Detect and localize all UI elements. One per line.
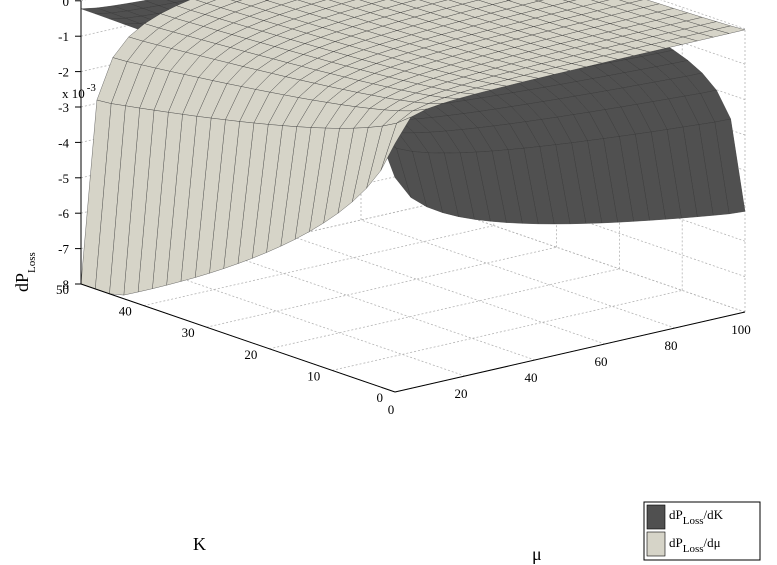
surface-dmu-cell (590, 0, 610, 3)
z-tick-label: -7 (58, 242, 69, 257)
floor-grid-mu (360, 219, 676, 329)
z-axis-title: dPLoss (12, 252, 38, 292)
z-axis-multiplier: x 10 -3 (62, 82, 96, 101)
z-multiplier-exp: -3 (87, 82, 97, 94)
floor-grid-k (332, 290, 683, 371)
floor-grid-mu (150, 267, 466, 377)
z-tick-label: -2 (58, 65, 69, 80)
z-tick-label: -8 (58, 277, 69, 292)
z-multiplier-base: x 10 (62, 86, 85, 101)
mu-tick-label: 80 (665, 338, 678, 353)
z-tick-label: -1 (58, 29, 69, 44)
legend-swatch-dmu (646, 531, 666, 557)
k-axis-label: K (193, 534, 206, 554)
side-wall-grid-z (430, 203, 746, 313)
mu-tick-label: 100 (731, 322, 751, 337)
surface-dmu-cell (109, 105, 140, 296)
surface-dk-cell (475, 150, 507, 223)
z-tick-label: 0 (63, 0, 70, 9)
k-tick-label: 0 (377, 390, 384, 405)
axis-line (80, 283, 396, 393)
z-tick-label: -3 (58, 100, 69, 115)
svg-text:dPLoss: dPLoss (12, 252, 38, 292)
floor-grid-k (206, 246, 557, 328)
z-axis-label-main: dP (12, 273, 32, 292)
legend-entry-dmu: dPLoss/dμ (669, 535, 721, 555)
z-tick-label: -5 (58, 171, 69, 186)
surface-dmu-cell (562, 0, 577, 2)
tick-labels: 0 -1 -2 -3 -4 -5 -6 -7 -8 0 10 20 30 40 50 0 20 40 60 80 100 (56, 0, 751, 417)
k-tick-label: 10 (307, 368, 320, 383)
mu-tick-label: 0 (388, 402, 395, 417)
surfaces (80, 0, 746, 296)
z-axis-label-sub: Loss (26, 252, 38, 273)
surface-dmu-cell (230, 0, 243, 2)
mu-tick-label: 20 (455, 386, 468, 401)
mu-tick-label: 40 (525, 370, 538, 385)
k-tick-label: 20 (244, 347, 257, 362)
svg-text:x 10-3: x 10 -3 (62, 82, 96, 101)
k-tick-label: 30 (182, 325, 195, 340)
k-tick-label: 40 (119, 304, 132, 319)
floor-grid-k (269, 268, 620, 350)
surface-dmu-cell (534, 0, 544, 2)
legend-swatch-dk (646, 504, 666, 530)
mu-tick-label: 60 (595, 354, 608, 369)
z-tick-label: -6 (58, 206, 69, 221)
z-tick-label: -4 (58, 135, 69, 150)
floor-grid-mu (220, 251, 536, 361)
k-tick-label: 50 (56, 282, 69, 297)
legend: dPLoss/dK dPLoss/dμ (643, 501, 761, 561)
mu-axis-label: μ (532, 544, 542, 564)
axis-line (394, 311, 746, 393)
floor-grid-mu (290, 235, 606, 345)
legend-entry-dk: dPLoss/dK (669, 507, 724, 527)
